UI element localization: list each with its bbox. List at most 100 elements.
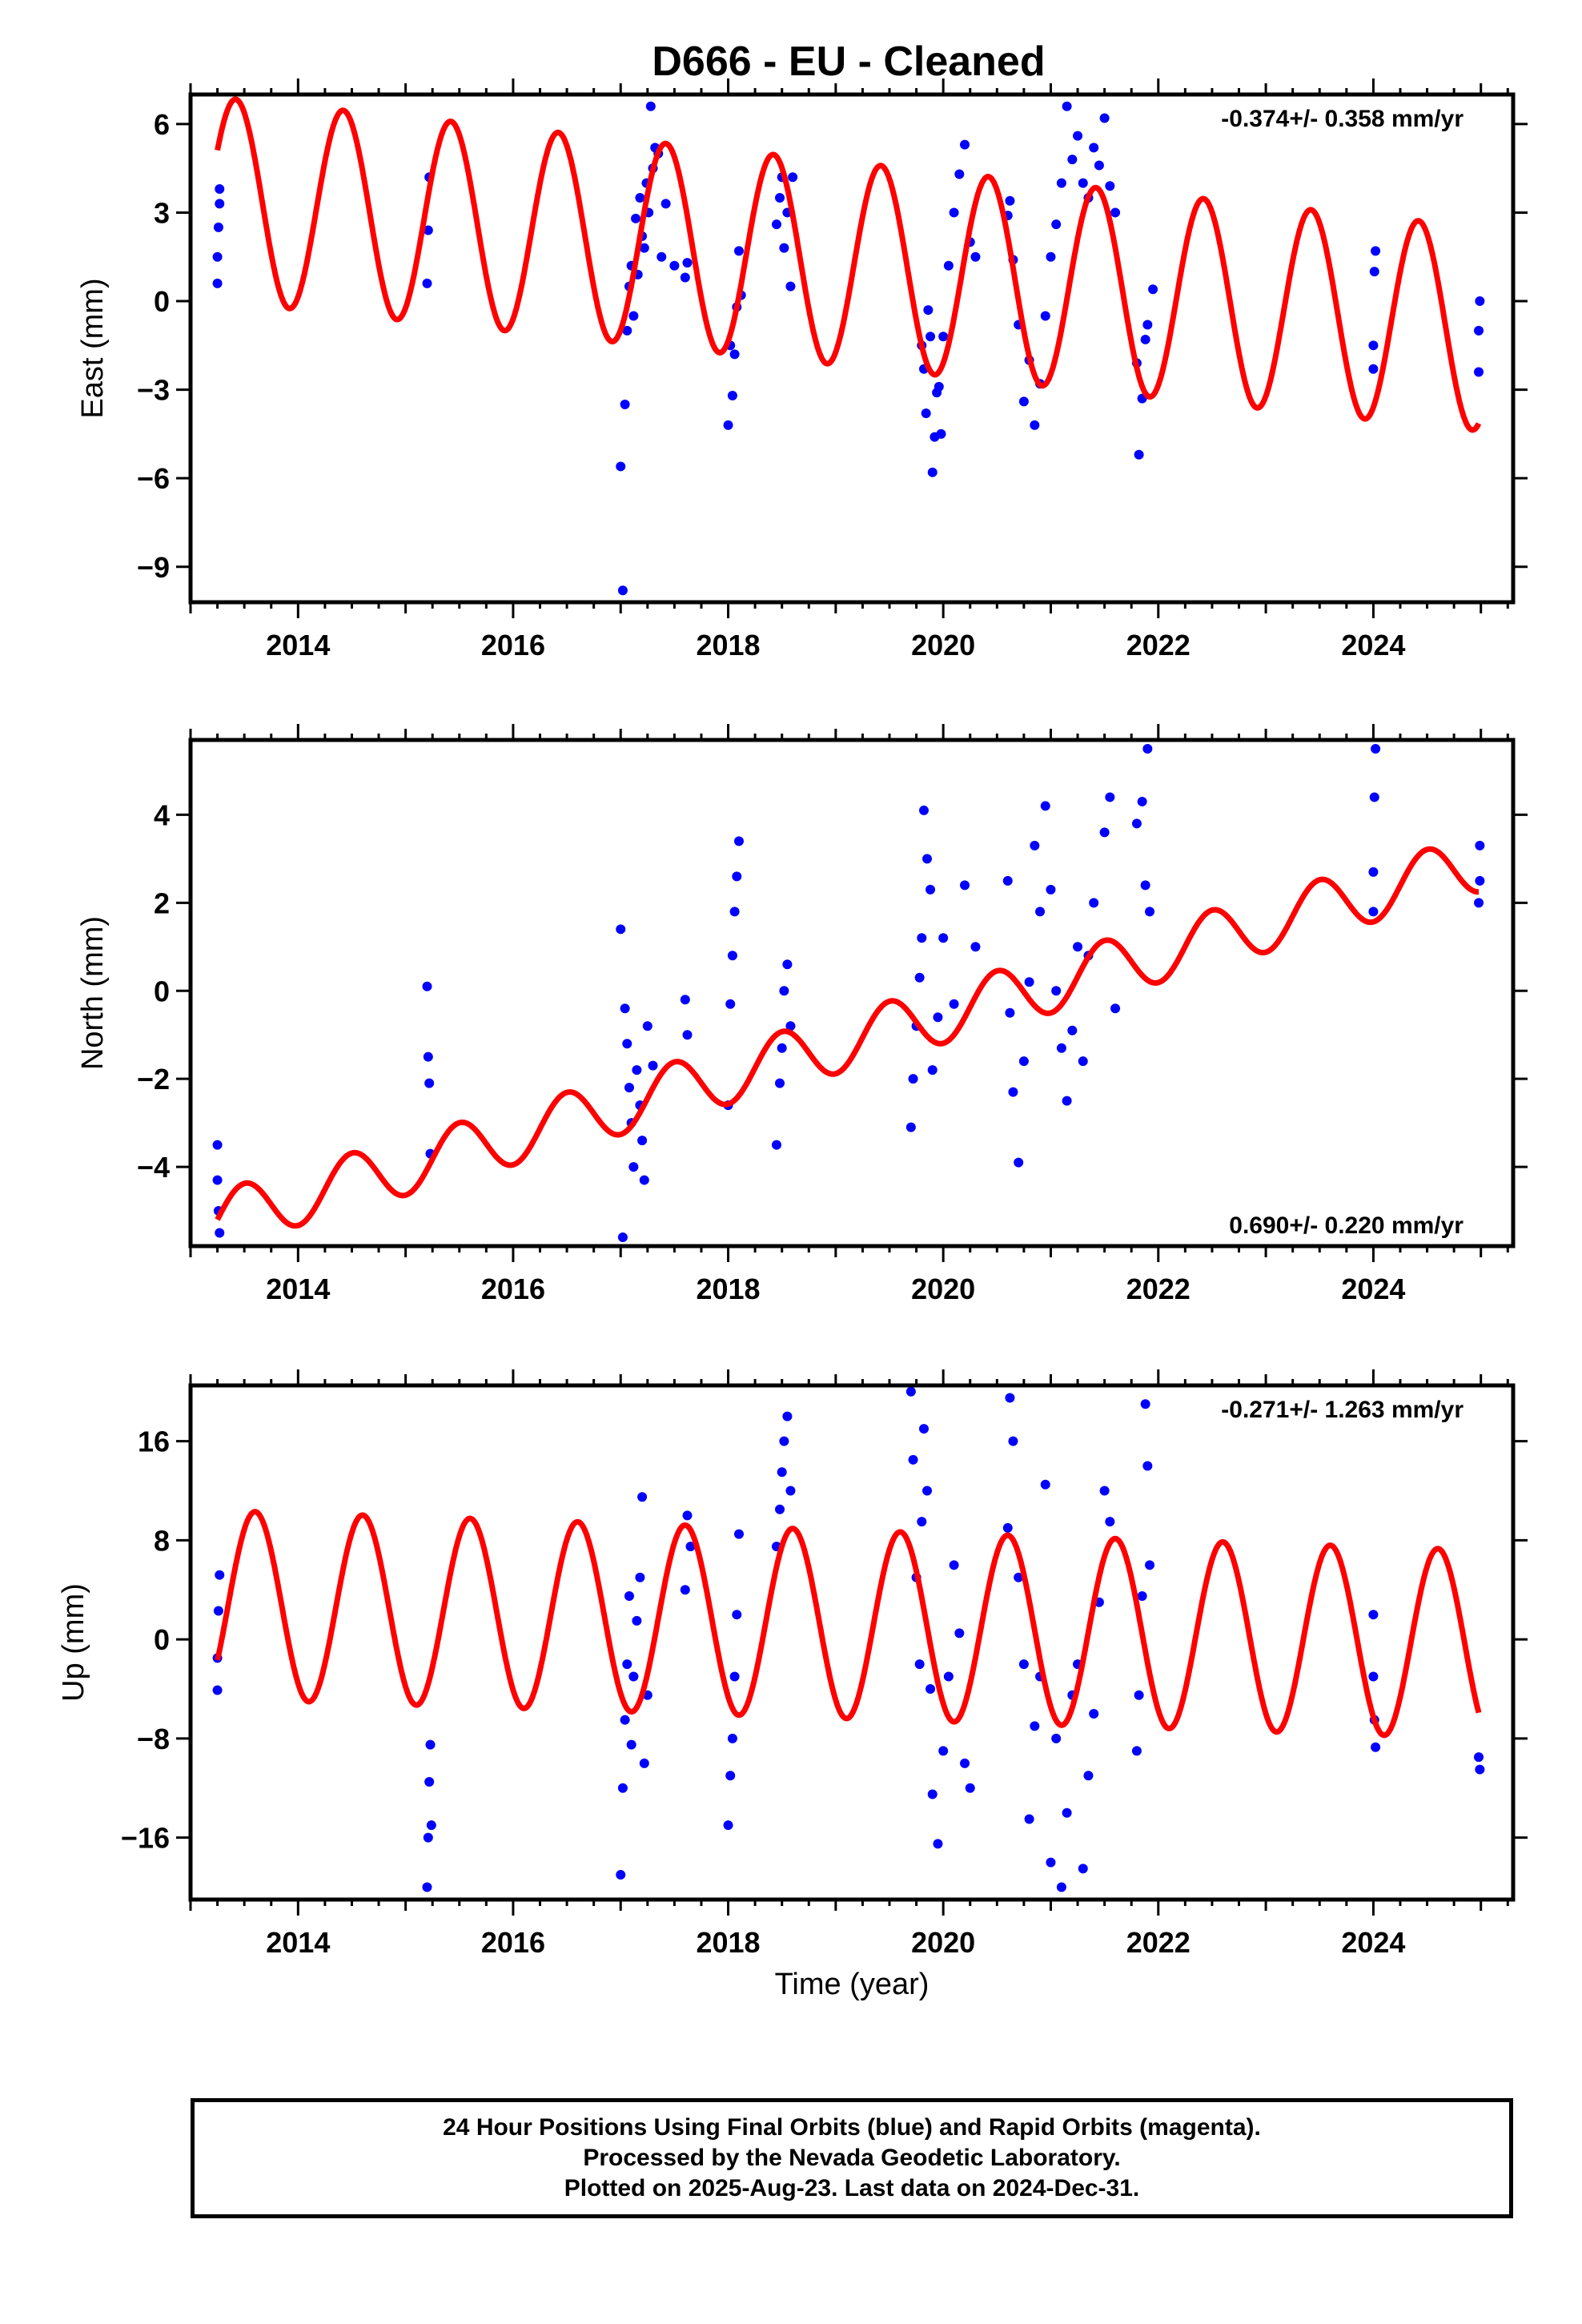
east-y-tick-label: −6 (137, 462, 170, 495)
north-rate-label: 0.690+/- 0.220 mm/yr (1229, 1212, 1464, 1239)
east-data-point (1368, 340, 1379, 351)
up-data-point (620, 1715, 630, 1725)
north-data-point (1018, 1056, 1029, 1067)
east-y-tick-label: 6 (154, 108, 170, 141)
north-data-point (1051, 986, 1062, 996)
east-data-point (960, 139, 970, 150)
east-data-point (645, 101, 656, 111)
up-x-tick-label: 2022 (1126, 1926, 1191, 1959)
east-data-point (631, 213, 641, 223)
x-axis-label: Time (year) (775, 1968, 930, 2001)
up-data-point (1056, 1882, 1066, 1892)
up-data-point (635, 1572, 645, 1582)
north-y-tick-label: 0 (154, 975, 170, 1007)
up-data-point (624, 1590, 634, 1601)
east-data-point (1474, 325, 1484, 336)
up-plot-frame (188, 1383, 1516, 1902)
east-data-point (661, 199, 671, 209)
up-data-point (723, 1820, 733, 1831)
footer-line-plotted: Plotted on 2025-Aug-23. Last data on 202… (564, 2175, 1140, 2201)
east-data-point (1089, 143, 1099, 153)
north-data-point (682, 1030, 693, 1040)
up-data-point (1371, 1742, 1381, 1752)
footer-line-orbits: 24 Hour Positions Using Final Orbits (bl… (443, 2114, 1261, 2141)
north-data-point (1073, 942, 1083, 952)
east-data-point (1078, 178, 1088, 188)
east-data-point (1474, 367, 1484, 377)
up-data-point (685, 1542, 696, 1552)
north-data-point (1131, 818, 1142, 829)
up-data-point (680, 1585, 690, 1595)
east-data-point (1094, 160, 1104, 171)
up-data-point (617, 1783, 628, 1793)
east-data-point (212, 251, 223, 262)
up-data-point (933, 1839, 943, 1849)
east-data-point (788, 172, 798, 183)
north-data-point (424, 1078, 435, 1088)
east-data-point (1062, 101, 1072, 111)
north-data-point (771, 1140, 781, 1150)
north-data-point (949, 999, 959, 1009)
east-data-point (1142, 320, 1153, 330)
up-data-point (727, 1733, 737, 1743)
east-data-point (936, 428, 946, 439)
north-data-point (1078, 1056, 1088, 1067)
north-data-point (1368, 907, 1379, 917)
north-data-point (1024, 977, 1034, 987)
up-data-point (926, 1684, 936, 1695)
east-y-tick-label: −3 (137, 374, 170, 407)
north-data-point (779, 986, 789, 996)
east-x-tick-label: 2018 (696, 629, 760, 661)
up-data-point (1083, 1771, 1094, 1781)
east-plot-frame (188, 92, 1516, 605)
east-data-point (943, 260, 954, 271)
north-data-point (918, 805, 929, 815)
east-data-point (215, 199, 225, 209)
north-data-point (1475, 840, 1485, 850)
up-x-tick-label: 2014 (266, 1926, 330, 1959)
north-data-point (637, 1136, 648, 1146)
east-data-point (934, 381, 944, 392)
east-data-point (1030, 420, 1040, 430)
up-x-tick-label: 2018 (696, 1926, 760, 1959)
up-y-axis-label: Up (mm) (57, 1583, 90, 1702)
north-y-tick-label: 4 (154, 798, 170, 831)
east-data-point (921, 408, 931, 419)
east-data-point (680, 272, 690, 283)
east-data-point (212, 278, 223, 288)
up-y-tick-label: 8 (154, 1524, 170, 1557)
east-data-point (779, 243, 789, 253)
north-data-point (616, 924, 626, 935)
north-data-point (1040, 801, 1050, 811)
up-data-point (1474, 1752, 1484, 1763)
north-data-point (960, 880, 970, 891)
up-data-point (626, 1739, 636, 1750)
up-panel: 16 8 0 −8 −16 2014 2016 2018 2020 2022 2024 Up (mm)… (57, 1369, 1528, 1959)
north-data-point (917, 933, 927, 943)
north-data-point (624, 1083, 634, 1093)
east-data-point (1099, 113, 1110, 123)
up-data-point (732, 1610, 742, 1620)
north-data-point (1002, 875, 1013, 886)
east-data-point (215, 183, 225, 194)
north-data-point (212, 1140, 223, 1150)
footer-line-processed: Processed by the Nevada Geodetic Laborat… (583, 2145, 1121, 2171)
east-data-point (733, 246, 744, 256)
up-data-point (1005, 1393, 1015, 1403)
east-data-point (954, 169, 965, 179)
north-data-point (733, 836, 744, 846)
north-data-point (1005, 1007, 1015, 1018)
up-data-point (1089, 1708, 1099, 1719)
north-data-point (938, 933, 949, 943)
north-data-point (922, 854, 933, 864)
up-data-point (212, 1685, 223, 1695)
up-data-point (215, 1570, 225, 1580)
up-data-point (1131, 1746, 1142, 1756)
north-data-points (212, 743, 1485, 1243)
north-y-axis-label: North (mm) (76, 916, 110, 1070)
east-data-points (212, 101, 1485, 596)
north-data-point (642, 1021, 652, 1031)
east-data-point (669, 260, 680, 271)
north-x-tick-label: 2022 (1126, 1273, 1191, 1305)
north-data-point (1475, 875, 1485, 886)
